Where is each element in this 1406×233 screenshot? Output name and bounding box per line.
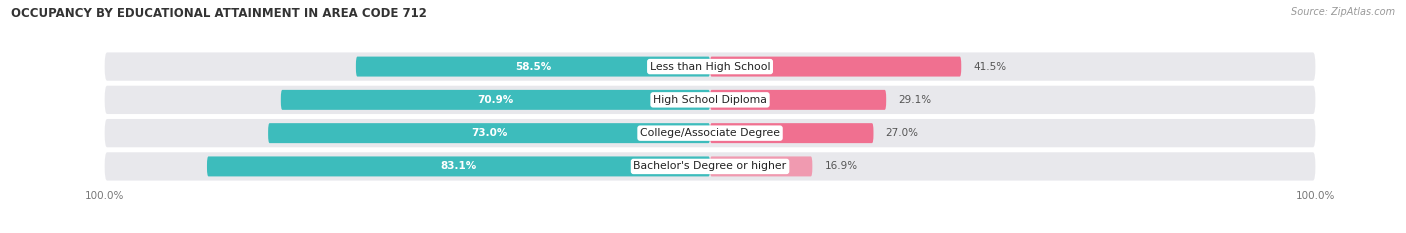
FancyBboxPatch shape <box>207 156 710 176</box>
Text: Less than High School: Less than High School <box>650 62 770 72</box>
FancyBboxPatch shape <box>710 156 813 176</box>
Text: OCCUPANCY BY EDUCATIONAL ATTAINMENT IN AREA CODE 712: OCCUPANCY BY EDUCATIONAL ATTAINMENT IN A… <box>11 7 427 20</box>
FancyBboxPatch shape <box>710 123 873 143</box>
FancyBboxPatch shape <box>710 90 886 110</box>
FancyBboxPatch shape <box>104 119 1316 147</box>
FancyBboxPatch shape <box>104 86 1316 114</box>
Text: 29.1%: 29.1% <box>898 95 931 105</box>
Text: 73.0%: 73.0% <box>471 128 508 138</box>
Text: College/Associate Degree: College/Associate Degree <box>640 128 780 138</box>
Text: 83.1%: 83.1% <box>440 161 477 171</box>
FancyBboxPatch shape <box>104 52 1316 81</box>
Text: Bachelor's Degree or higher: Bachelor's Degree or higher <box>634 161 786 171</box>
FancyBboxPatch shape <box>710 57 962 77</box>
Text: Source: ZipAtlas.com: Source: ZipAtlas.com <box>1291 7 1395 17</box>
Text: 27.0%: 27.0% <box>886 128 918 138</box>
FancyBboxPatch shape <box>356 57 710 77</box>
FancyBboxPatch shape <box>269 123 710 143</box>
Text: 58.5%: 58.5% <box>515 62 551 72</box>
Text: 41.5%: 41.5% <box>973 62 1007 72</box>
Text: 16.9%: 16.9% <box>824 161 858 171</box>
Text: High School Diploma: High School Diploma <box>654 95 766 105</box>
FancyBboxPatch shape <box>104 152 1316 181</box>
Text: 70.9%: 70.9% <box>477 95 513 105</box>
FancyBboxPatch shape <box>281 90 710 110</box>
